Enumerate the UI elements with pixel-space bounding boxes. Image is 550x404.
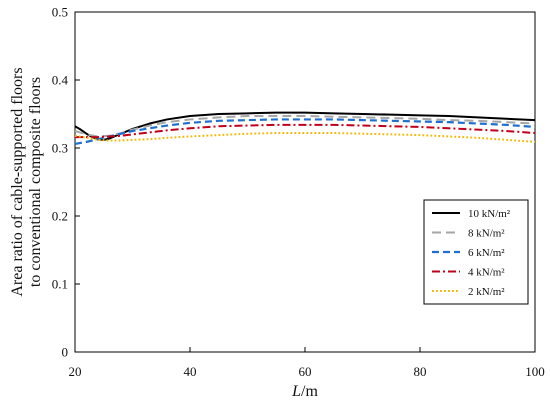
legend-item-4: 4 kN/m² bbox=[432, 267, 505, 279]
series-group bbox=[74, 111, 536, 146]
x-axis-title: L/m bbox=[291, 383, 318, 400]
x-tick-label: 80 bbox=[414, 364, 427, 379]
legend-item-5: 2 kN/m² bbox=[432, 286, 505, 298]
x-axis-title-unit: /m bbox=[301, 383, 318, 400]
x-tick-label: 20 bbox=[69, 364, 82, 379]
y-tick-label: 0.4 bbox=[52, 73, 69, 88]
legend-item-3: 6 kN/m² bbox=[432, 247, 505, 259]
legend-label: 8 kN/m² bbox=[468, 228, 505, 240]
legend-item-2: 8 kN/m² bbox=[432, 228, 505, 240]
x-axis-ticks: 20 40 60 80 100 bbox=[69, 347, 545, 379]
y-tick-label: 0.3 bbox=[52, 141, 68, 156]
y-tick-label: 0 bbox=[62, 345, 69, 360]
legend-box bbox=[423, 199, 529, 305]
x-axis-title-variable: L bbox=[291, 383, 301, 400]
x-tick-label: 60 bbox=[299, 364, 312, 379]
legend-item-1: 10 kN/m² bbox=[432, 208, 511, 220]
y-tick-label: 0.2 bbox=[52, 209, 68, 224]
x-tick-label: 100 bbox=[525, 364, 545, 379]
legend-label: 4 kN/m² bbox=[468, 267, 505, 279]
x-tick-label: 40 bbox=[184, 364, 197, 379]
series-line-5 bbox=[74, 132, 536, 143]
legend-label: 2 kN/m² bbox=[468, 286, 505, 298]
series-line-2 bbox=[74, 115, 536, 138]
y-axis-ticks: 0 0.1 0.2 0.3 0.4 0.5 bbox=[52, 5, 80, 360]
legend-label: 6 kN/m² bbox=[468, 247, 505, 259]
legend-label: 10 kN/m² bbox=[468, 208, 511, 220]
legend: 10 kN/m² 8 kN/m² 6 kN/m² 4 kN/m² 2 kN/m² bbox=[423, 199, 529, 305]
y-tick-label: 0.5 bbox=[52, 5, 68, 20]
y-axis-title-line-1: Area ratio of cable-supported floors bbox=[9, 67, 26, 296]
plot-area: 20 40 60 80 100 0 0.1 0.2 0.3 0.4 0.5 bbox=[52, 5, 545, 380]
y-axis-title-line-2: to conventional composite floors bbox=[27, 77, 44, 287]
series-line-4 bbox=[75, 123, 536, 139]
y-tick-label: 0.1 bbox=[52, 277, 68, 292]
